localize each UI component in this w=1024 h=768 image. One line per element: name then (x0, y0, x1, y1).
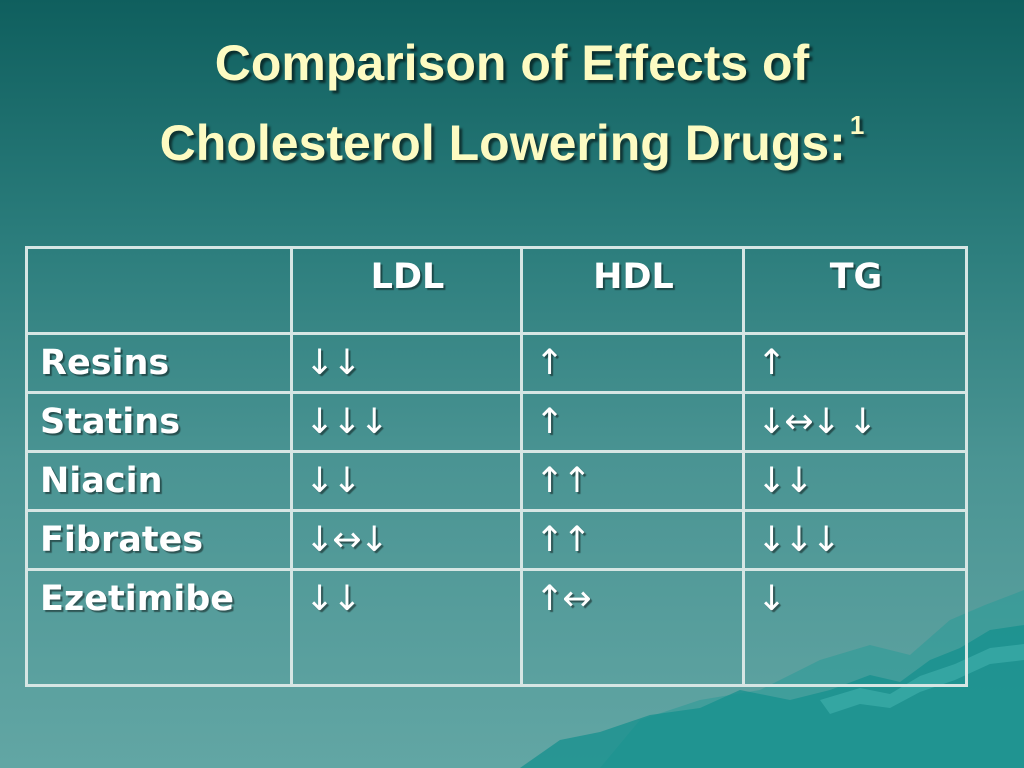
hdl-effect: ↑↔ (520, 568, 745, 687)
tg-effect: ↓↔↓ ↓ (742, 391, 968, 453)
header-empty (25, 246, 293, 335)
hdl-effect: ↑ (520, 391, 745, 453)
hdl-effect: ↑ (520, 332, 745, 394)
hdl-effect: ↑↑ (520, 450, 745, 512)
row-label: Niacin (25, 450, 293, 512)
wave-front (520, 625, 1024, 768)
table-row: Resins ↓↓ ↑ ↑ (25, 332, 968, 394)
table-row: Ezetimibe ↓↓ ↑↔ ↓ (25, 568, 968, 687)
title-line-1: Comparison of Effects of (214, 35, 810, 91)
tg-effect: ↓↓ (742, 450, 968, 512)
slide-title: Comparison of Effects of Cholesterol Low… (0, 32, 1024, 174)
header-tg: TG (742, 246, 968, 335)
drug-effects-table: LDL HDL TG Resins ↓↓ ↑ ↑ Statins ↓↓↓ ↑ ↓… (25, 246, 968, 687)
table-row: Niacin ↓↓ ↑↑ ↓↓ (25, 450, 968, 512)
row-label: Ezetimibe (25, 568, 293, 687)
title-superscript: 1 (849, 110, 865, 140)
table-header-row: LDL HDL TG (25, 246, 968, 335)
ldl-effect: ↓↓ (290, 568, 523, 687)
tg-effect: ↓ (742, 568, 968, 687)
ldl-effect: ↓↓ (290, 450, 523, 512)
row-label: Resins (25, 332, 293, 394)
table-row: Statins ↓↓↓ ↑ ↓↔↓ ↓ (25, 391, 968, 453)
tg-effect: ↓↓↓ (742, 509, 968, 571)
title-line-2: Cholesterol Lowering Drugs: 1 (0, 94, 1024, 174)
header-ldl: LDL (290, 246, 523, 335)
tg-effect: ↑ (742, 332, 968, 394)
row-label: Statins (25, 391, 293, 453)
row-label: Fibrates (25, 509, 293, 571)
header-hdl: HDL (520, 246, 745, 335)
ldl-effect: ↓↔↓ (290, 509, 523, 571)
table-row: Fibrates ↓↔↓ ↑↑ ↓↓↓ (25, 509, 968, 571)
title-line-2-text: Cholesterol Lowering Drugs: (159, 115, 846, 171)
hdl-effect: ↑↑ (520, 509, 745, 571)
ldl-effect: ↓↓ (290, 332, 523, 394)
ldl-effect: ↓↓↓ (290, 391, 523, 453)
